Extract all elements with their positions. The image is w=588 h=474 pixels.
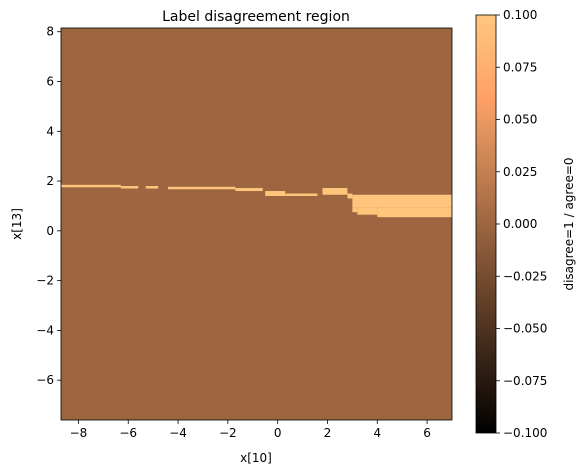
- y-axis-label: x[13]: [10, 208, 24, 240]
- x-tick-label: 2: [324, 426, 332, 440]
- colorbar-ticks: 0.100 0.075 0.050 0.025 0.000 −0.025 −0.050 −0.…: [496, 8, 547, 440]
- x-axis-ticks: −8 −6 −4 −2 0 2 4 6: [70, 420, 431, 440]
- disagreement-region-12: [357, 207, 378, 215]
- disagreement-region-5: [235, 188, 263, 192]
- plot-background: [61, 28, 452, 420]
- colorbar-tick-label: −0.100: [503, 426, 547, 440]
- disagreement-region-11: [352, 207, 358, 213]
- disagreement-region-1: [61, 184, 121, 188]
- y-tick-label: 6: [46, 75, 54, 89]
- colorbar: [475, 14, 497, 434]
- x-tick-label: 6: [423, 426, 431, 440]
- disagreement-region-9: [347, 193, 353, 199]
- colorbar-tick-label: 0.025: [503, 165, 537, 179]
- disagreement-region-4: [168, 186, 236, 190]
- y-tick-label: −6: [36, 373, 54, 387]
- colorbar-tick-label: −0.050: [503, 322, 547, 336]
- plot-frame: [60, 27, 453, 421]
- disagreement-region-2: [120, 186, 139, 189]
- disagreement-region-10: [352, 194, 452, 208]
- x-tick-label: −4: [169, 426, 187, 440]
- x-tick-label: −6: [119, 426, 137, 440]
- x-axis-label: x[10]: [240, 451, 272, 465]
- colorbar-tick-label: 0.050: [503, 113, 537, 127]
- y-tick-label: −4: [36, 323, 54, 337]
- y-tick-label: −2: [36, 274, 54, 288]
- x-tick-label: −8: [70, 426, 88, 440]
- y-tick-label: 2: [46, 174, 54, 188]
- chart-title: Label disagreement region: [162, 9, 350, 25]
- disagreement-region-7: [285, 193, 318, 196]
- x-tick-label: 0: [274, 426, 282, 440]
- y-axis-ticks: −6 −4 −2 0 2 4 6 8: [36, 25, 61, 387]
- colorbar-tick-label: 0.000: [503, 217, 537, 231]
- y-tick-label: 4: [46, 124, 54, 138]
- disagreement-region-6: [265, 191, 286, 196]
- disagreement-region-3: [145, 186, 159, 189]
- colorbar-tick-label: 0.075: [503, 60, 537, 74]
- x-tick-label: −2: [219, 426, 237, 440]
- disagreement-regions: [61, 184, 452, 218]
- y-tick-label: 0: [46, 224, 54, 238]
- x-tick-label: 4: [373, 426, 381, 440]
- colorbar-label: disagree=1 / agree=0: [562, 157, 576, 290]
- colorbar-tick-label: 0.100: [503, 8, 537, 22]
- colorbar-tick-label: −0.075: [503, 374, 547, 388]
- colorbar-tick-label: −0.025: [503, 269, 547, 283]
- y-tick-label: 8: [46, 25, 54, 39]
- disagreement-region-13: [377, 207, 452, 218]
- disagreement-region-8: [322, 188, 348, 195]
